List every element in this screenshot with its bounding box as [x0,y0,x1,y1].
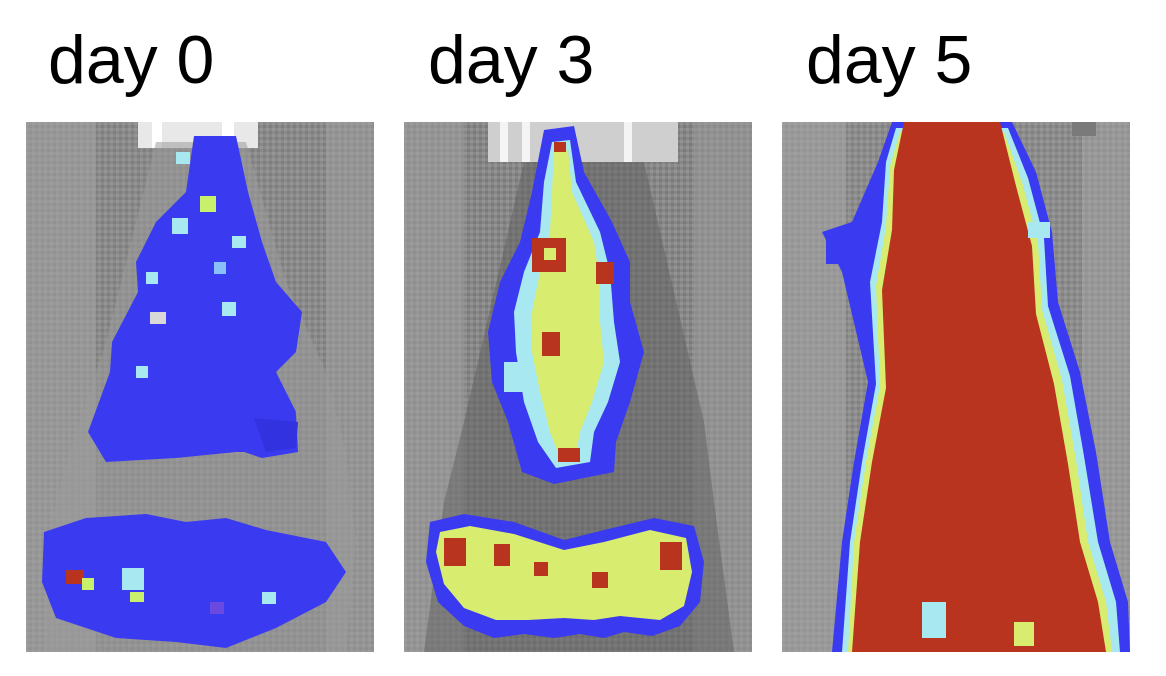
mouse-image-day-0 [26,122,374,652]
label-day-5: day 5 [806,22,973,98]
label-day-0: day 0 [48,22,215,98]
signal-region-upper [88,136,302,462]
panel-day-0 [26,122,374,652]
mouse-image-day-5 [782,122,1130,652]
label-day-3: day 3 [428,22,595,98]
panel-day-5 [782,122,1130,652]
mouse-image-day-3 [404,122,752,652]
signal-region-lower [42,514,346,648]
signal-region-body [852,122,1106,652]
panel-day-3 [404,122,752,652]
